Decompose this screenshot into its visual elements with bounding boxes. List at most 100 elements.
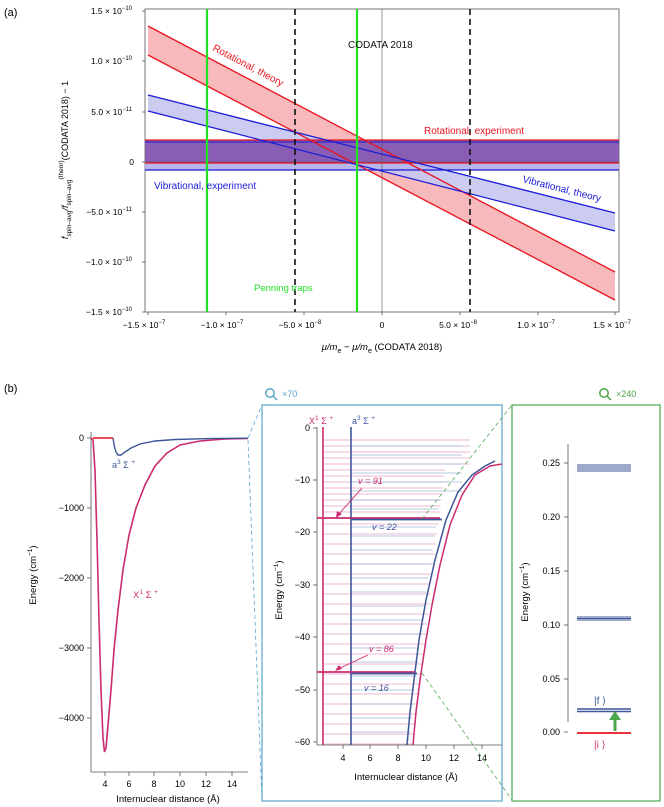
vib-exp-label: Vibrational, experiment — [154, 181, 256, 192]
b2-a-state-label: a3 Σ + — [352, 415, 375, 426]
b1-ytick-label: −4000 — [59, 713, 84, 723]
rot-theory-upper — [147, 25, 616, 273]
b2-xlabel: Internuclear distance (Å) — [354, 772, 458, 783]
xtick-label-a: 5.0 × 10−8 — [439, 320, 477, 330]
b2-ytick-label: −20 — [295, 527, 310, 537]
i-state-label: |i ⟩ — [594, 740, 606, 751]
a-state-potential — [112, 437, 249, 456]
b2-xtick-label: 6 — [367, 753, 372, 763]
b2-xticks — [342, 745, 483, 749]
b2-frame — [261, 404, 503, 802]
b1-yticks — [87, 437, 91, 719]
b2-ytick-label: −50 — [295, 685, 310, 695]
panel-a-xlabel: μ/me − μ/me (CODATA 2018) — [321, 342, 443, 355]
b1-ytick-labels: 0 −1000 −2000 −3000 −4000 — [59, 433, 84, 723]
b2-xtick-labels: 4 6 8 10 12 14 — [340, 753, 487, 763]
a-state-label: a3 Σ + — [112, 459, 135, 470]
b1-xtick-label: 10 — [175, 779, 185, 789]
xtick-label-a: 0 — [380, 320, 385, 330]
ytick-label-a: 1.0 × 10−10 — [91, 56, 133, 66]
rot-theory-lower — [147, 54, 616, 301]
v22-label: v = 22 — [372, 522, 397, 532]
zoom-connector-bottom-1 — [247, 439, 263, 801]
ytick-label-a: −1.5 × 10−10 — [86, 307, 133, 317]
zoom-label-70: ×70 — [282, 389, 297, 399]
b3-mid-cluster — [577, 616, 631, 621]
b3-ytick-label: 0.00 — [542, 727, 560, 737]
panel-a-xtick-labels: −1.5 × 10−7 −1.0 × 10−7 −5.0 × 10−8 0 5.… — [123, 320, 632, 330]
b2-x-state-label: X1 Σ + — [309, 415, 333, 426]
v86-label: v = 86 — [369, 644, 394, 654]
f-state-label: |f ⟩ — [594, 696, 606, 707]
b1-xlabel: Internuclear distance (Å) — [116, 794, 220, 805]
b3-ylabel: Energy (cm−1) — [519, 562, 531, 621]
b2-ytick-labels: 0 −10 −20 −30 −40 −50 −60 — [295, 423, 310, 747]
b2-x-state-potential — [412, 463, 503, 745]
magnifier-icon — [265, 388, 278, 401]
ytick-label-a: 5.0 × 10−11 — [91, 107, 132, 117]
v91-arrow — [337, 487, 363, 516]
b3-ytick-labels: 0.25 0.20 0.15 0.10 0.05 0.00 — [542, 458, 560, 737]
panel-a-chart: 1.5 × 10−10 1.0 × 10−10 5.0 × 10−11 0 −5… — [58, 6, 632, 355]
v16-label: v = 16 — [364, 683, 389, 693]
xtick-label-a: −1.0 × 10−7 — [201, 320, 244, 330]
b2-ytick-label: −60 — [295, 737, 310, 747]
b1-xtick-label: 8 — [151, 779, 156, 789]
b3-ytick-label: 0.25 — [542, 458, 560, 468]
b2-xtick-label: 8 — [395, 753, 400, 763]
panel-a-xticks — [147, 312, 616, 315]
ytick-label-a: 0 — [129, 157, 134, 167]
b2-xtick-label: 14 — [477, 753, 487, 763]
b2-xtick-label: 4 — [340, 753, 345, 763]
zoom-connector-top-2 — [421, 404, 513, 520]
v86-arrow — [337, 654, 369, 670]
b2-ytick-label: −10 — [295, 475, 310, 485]
xtick-label-a: −5.0 × 10−8 — [279, 320, 322, 330]
b2-ylabel: Energy (cm−1) — [273, 560, 285, 619]
b1-ytick-label: −3000 — [59, 643, 84, 653]
b1-ylabel: Energy (cm−1) — [27, 545, 39, 604]
rot-exp-label: Rotational, experiment — [424, 126, 524, 137]
panel-b1-chart: 0 −1000 −2000 −3000 −4000 4 6 8 10 12 14… — [27, 432, 249, 805]
b1-xtick-label: 6 — [126, 779, 131, 789]
b2-ytick-label: −30 — [295, 580, 310, 590]
x-state-label: X1 Σ + — [133, 589, 158, 601]
v86-arrowhead — [335, 665, 342, 671]
b1-xtick-label: 14 — [227, 779, 237, 789]
xtick-label-a: −1.5 × 10−7 — [123, 320, 166, 330]
panel-label-b: (b) — [4, 383, 17, 395]
b2-vibrational-levels — [323, 439, 470, 745]
b3-frame — [511, 404, 661, 802]
b2-xtick-label: 10 — [421, 753, 431, 763]
ytick-label-a: 1.5 × 10−10 — [91, 6, 133, 16]
ytick-label-a: −5.0 × 10−11 — [86, 207, 132, 217]
b3-upper-cluster — [577, 464, 631, 472]
b3-ytick-label: 0.15 — [542, 566, 560, 576]
panel-a-ylabel: fspin–avg/fspin–avg(theor)(CODATA 2018) … — [58, 81, 73, 239]
b3-ytick-label: 0.20 — [542, 512, 560, 522]
b1-ytick-label: 0 — [79, 433, 84, 443]
b2-yticks — [313, 427, 317, 743]
zoom-connector-bottom-2 — [421, 672, 513, 801]
vib-theory-lower — [147, 110, 616, 232]
transition-arrowhead — [609, 711, 621, 720]
v91-arrowhead — [336, 511, 342, 518]
b2-xtick-label: 12 — [449, 753, 459, 763]
xtick-label-a: 1.0 × 10−7 — [517, 320, 555, 330]
xtick-label-a: 1.5 × 10−7 — [593, 320, 631, 330]
x-state-potential — [90, 437, 249, 753]
ytick-label-a: −1.0 × 10−10 — [86, 257, 133, 267]
b1-xtick-labels: 4 6 8 10 12 14 — [102, 779, 237, 789]
magnifier-icon — [599, 388, 612, 401]
b2-ytick-label: −40 — [295, 632, 310, 642]
zoom-connector-top-1 — [247, 404, 263, 439]
b1-xtick-label: 12 — [201, 779, 211, 789]
b3-ytick-label: 0.05 — [542, 674, 560, 684]
b3-f-level — [577, 708, 631, 713]
v91-label: v = 91 — [358, 476, 383, 486]
b3-ytick-label: 0.10 — [542, 620, 560, 630]
zoom-label-240: ×240 — [616, 389, 636, 399]
b1-ytick-label: −1000 — [59, 503, 84, 513]
b2-ytick-label: 0 — [305, 423, 310, 433]
